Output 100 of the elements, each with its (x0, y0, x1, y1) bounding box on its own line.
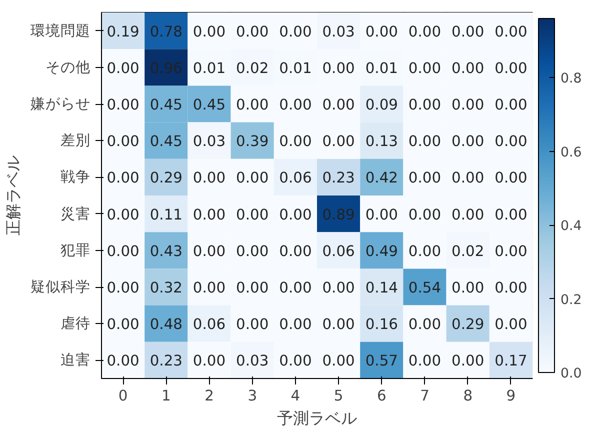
data-label: 0.00 (236, 280, 269, 296)
data-label: 0.00 (322, 352, 355, 370)
data-label: 0.00 (408, 170, 442, 187)
data-label: 0.00 (279, 23, 312, 40)
data-label: 0.00 (365, 206, 398, 224)
y-tick-label: 嫌がらせ (30, 96, 90, 112)
data-label: 0.00 (452, 96, 484, 114)
x-tick-label: 1 (161, 388, 171, 404)
x-tick-label: 3 (248, 388, 258, 404)
data-label: 0.00 (322, 60, 355, 77)
x-tick-label: 0 (118, 388, 128, 404)
data-label: 0.00 (106, 316, 140, 334)
data-label: 0.00 (322, 316, 355, 334)
x-tick-label: 4 (290, 388, 300, 404)
data-label: 0.11 (150, 206, 182, 224)
data-label: 0.00 (106, 133, 140, 150)
data-label: 0.23 (150, 352, 182, 370)
data-label: 0.03 (236, 352, 269, 370)
data-label: 0.00 (106, 60, 140, 77)
x-tick-label: 9 (506, 388, 516, 404)
data-label: 0.00 (279, 242, 312, 260)
data-label: 0.00 (494, 96, 528, 114)
y-tick-label: その他 (46, 58, 90, 76)
data-label: 0.16 (365, 316, 398, 334)
data-label: 0.02 (452, 242, 484, 260)
data-label: 0.49 (365, 242, 398, 260)
color-bar-label: 0.0 (560, 366, 582, 382)
data-label: 0.00 (106, 206, 140, 224)
data-label: 0.00 (494, 170, 528, 187)
data-label: 0.00 (452, 206, 484, 224)
data-label: 0.00 (236, 316, 269, 334)
data-label: 0.00 (452, 60, 484, 77)
y-tick-label: 戦争 (60, 168, 90, 186)
data-label: 0.00 (236, 96, 269, 114)
color-bar-label: 0.2 (560, 292, 582, 308)
data-label: 0.00 (192, 280, 226, 296)
data-label: 0.00 (494, 60, 528, 77)
y-tick-label: 迫害 (60, 352, 90, 369)
data-label: 0.00 (494, 280, 528, 296)
data-label: 0.03 (322, 23, 355, 40)
data-label: 0.06 (192, 316, 226, 334)
data-label: 0.00 (322, 133, 355, 150)
data-label: 0.02 (236, 60, 269, 77)
data-label: 0.00 (106, 170, 140, 187)
x-tick-label: 8 (463, 388, 473, 404)
data-label: 0.00 (236, 23, 269, 40)
data-label: 0.48 (150, 316, 182, 334)
y-tick-label: 災害 (60, 205, 90, 222)
data-label: 0.00 (279, 206, 312, 224)
data-label: 0.29 (150, 170, 182, 187)
data-label: 0.39 (236, 133, 269, 150)
data-label: 0.96 (150, 60, 182, 77)
data-label: 0.00 (106, 96, 140, 114)
data-label: 0.00 (408, 242, 442, 260)
data-label: 0.00 (279, 316, 312, 334)
data-label: 0.01 (279, 60, 312, 77)
data-label: 0.03 (192, 133, 226, 150)
data-label: 0.42 (365, 170, 398, 187)
data-label: 0.13 (365, 133, 398, 150)
data-label: 0.00 (494, 242, 528, 260)
data-label: 0.00 (279, 133, 312, 150)
data-label: 0.00 (494, 23, 528, 40)
data-label: 0.00 (192, 352, 226, 370)
data-label: 0.00 (408, 206, 442, 224)
data-label: 0.00 (192, 206, 226, 224)
data-label: 0.57 (365, 352, 398, 370)
color-bar-label: 0.6 (560, 145, 582, 160)
data-label: 0.06 (322, 242, 355, 260)
data-label: 0.09 (365, 96, 398, 114)
data-label: 0.00 (494, 316, 528, 334)
data-label: 0.23 (322, 170, 355, 187)
y-tick-label: 差別 (60, 132, 90, 150)
data-label: 0.00 (236, 206, 269, 224)
x-tick-label: 5 (334, 388, 344, 404)
data-label: 0.00 (452, 133, 484, 150)
data-label: 0.00 (192, 242, 226, 260)
data-label: 0.43 (150, 242, 182, 260)
data-label: 0.00 (408, 96, 442, 114)
data-label: 0.00 (192, 170, 226, 187)
data-label: 0.17 (494, 352, 528, 370)
data-label: 0.00 (452, 170, 484, 187)
data-label: 0.00 (106, 352, 140, 370)
data-label: 0.00 (322, 280, 355, 296)
data-label: 0.00 (322, 96, 355, 114)
data-label: 0.00 (236, 242, 269, 260)
y-tick-label: 虐待 (60, 315, 90, 332)
data-label: 0.78 (150, 23, 182, 40)
data-label: 0.00 (192, 23, 226, 40)
data-label: 0.06 (279, 170, 312, 187)
data-label: 0.01 (365, 60, 398, 77)
data-label: 0.00 (408, 60, 442, 77)
data-label: 0.14 (365, 280, 398, 296)
data-label: 0.00 (236, 170, 269, 187)
data-label: 0.00 (279, 280, 312, 296)
data-label: 0.32 (150, 280, 182, 296)
data-label: 0.00 (408, 133, 442, 150)
color-bar-label: 0.8 (560, 72, 582, 86)
data-label: 0.01 (192, 60, 226, 77)
data-label: 0.00 (408, 316, 442, 334)
x-tick-label: 7 (420, 388, 430, 404)
